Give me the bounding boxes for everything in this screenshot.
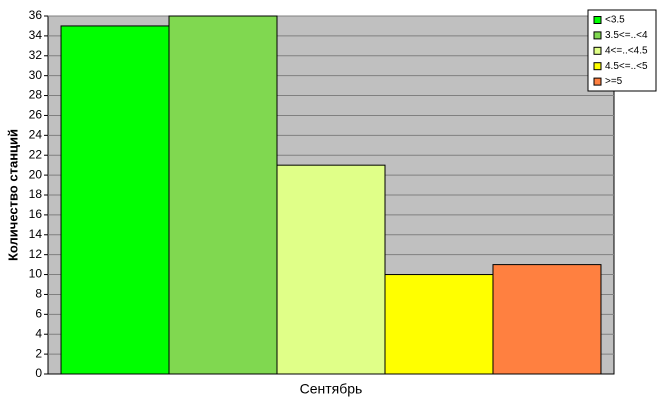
- y-tick-label: 20: [29, 167, 43, 181]
- legend-label: 4<=..<4.5: [605, 45, 648, 56]
- y-axis-label: Количество станций: [5, 129, 20, 261]
- y-tick-label: 18: [29, 187, 43, 201]
- y-tick-label: 34: [29, 28, 43, 42]
- y-tick-label: 6: [35, 307, 42, 321]
- bar: [276, 164, 386, 375]
- y-tick-label: 16: [29, 207, 43, 221]
- y-tick-label: 14: [29, 227, 43, 241]
- y-tick-label: 8: [35, 287, 42, 301]
- bar: [384, 274, 494, 375]
- legend-swatch: [593, 31, 602, 40]
- y-tick-label: 0: [35, 366, 42, 380]
- y-tick-label: 10: [29, 267, 43, 281]
- legend-swatch: [593, 77, 602, 86]
- y-tick-label: 4: [35, 326, 42, 340]
- legend-swatch: [593, 46, 602, 55]
- x-tick-label: Сентябрь: [300, 381, 363, 397]
- bar: [60, 25, 170, 375]
- legend-label: >=5: [605, 76, 623, 87]
- y-tick-label: 24: [29, 128, 43, 142]
- y-tick-label: 2: [35, 346, 42, 360]
- bar: [168, 15, 278, 375]
- y-tick-label: 26: [29, 108, 43, 122]
- y-tick-label: 22: [29, 147, 43, 161]
- legend-label: 3.5<=..<4: [605, 30, 648, 41]
- legend-swatch: [593, 62, 602, 71]
- y-tick-label: 28: [29, 88, 43, 102]
- y-tick-label: 30: [29, 68, 43, 82]
- y-tick-label: 12: [29, 247, 43, 261]
- legend-swatch: [593, 16, 602, 24]
- y-tick-label: 36: [29, 8, 43, 22]
- legend-label: <3.5: [605, 15, 625, 26]
- bar: [492, 264, 602, 375]
- y-tick-label: 32: [29, 48, 43, 62]
- legend-label: 4.5<=..<5: [605, 61, 648, 72]
